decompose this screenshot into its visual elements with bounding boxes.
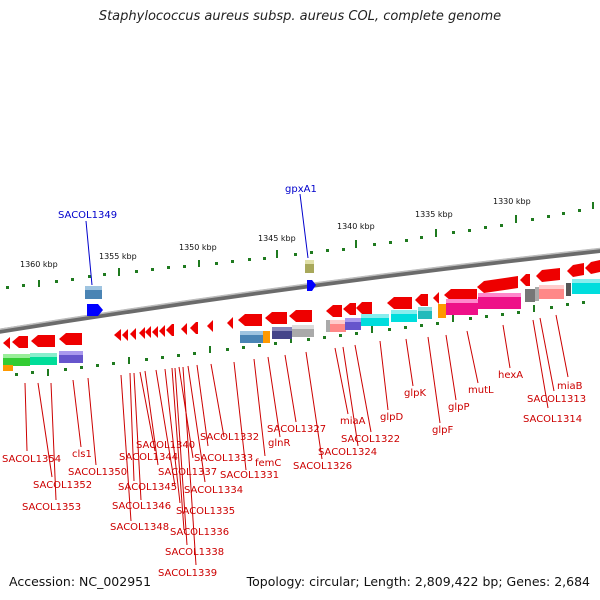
gene-label[interactable]: SACOL1326: [293, 461, 352, 472]
gene-label[interactable]: SACOL1345: [118, 482, 177, 493]
gene-label[interactable]: SACOL1338: [165, 547, 224, 558]
gene-label[interactable]: cls1: [72, 449, 92, 460]
reverse-gene-arrows: [3, 260, 600, 349]
map-title: Staphylococcus aureus subsp. aureus COL,…: [98, 9, 502, 24]
gene-label[interactable]: SACOL1313: [527, 394, 586, 405]
gene-label[interactable]: SACOL1324: [318, 447, 377, 458]
gene-label[interactable]: SACOL1340: [136, 440, 195, 451]
gene-label[interactable]: SACOL1331: [220, 470, 279, 481]
gene-label[interactable]: miaA: [340, 416, 366, 427]
scale-label: 1345 kbp: [258, 234, 296, 243]
scale-label: 1360 kbp: [20, 260, 58, 269]
scale-label: 1355 kbp: [99, 252, 137, 261]
gene-label[interactable]: SACOL1344: [119, 452, 178, 463]
genome-backbone-highlight: [0, 247, 600, 330]
gene-label[interactable]: glpD: [380, 412, 403, 423]
scale-label: 1340 kbp: [337, 222, 375, 231]
accession-text: Accession: NC_002951: [9, 574, 152, 589]
gene-label[interactable]: SACOL1346: [112, 501, 171, 512]
gene-label[interactable]: SACOL1350: [68, 467, 127, 478]
gene-label[interactable]: SACOL1348: [110, 522, 169, 533]
upper-label-leaders: [85, 193, 309, 286]
gene-label[interactable]: SACOL1337: [158, 467, 217, 478]
gene-label[interactable]: SACOL1327: [267, 424, 326, 435]
gene-label[interactable]: glnR: [268, 438, 290, 449]
gene-label[interactable]: glpK: [404, 388, 426, 399]
forward-features: [85, 260, 316, 316]
gene-label[interactable]: miaB: [557, 381, 583, 392]
scale-ring-upper: [6, 202, 594, 289]
cog-blocks: [3, 279, 600, 371]
scale-label: 1350 kbp: [179, 243, 217, 252]
gene-label[interactable]: femC: [255, 458, 281, 469]
gene-label[interactable]: SACOL1333: [194, 453, 253, 464]
gene-label[interactable]: SACOL1334: [184, 485, 243, 496]
scale-label: 1335 kbp: [415, 210, 453, 219]
gene-label[interactable]: SACOL1352: [33, 480, 92, 491]
gene-label[interactable]: SACOL1332: [200, 432, 259, 443]
gene-label[interactable]: SACOL1353: [22, 502, 81, 513]
gene-label[interactable]: SACOL1322: [341, 434, 400, 445]
gene-label[interactable]: mutL: [468, 385, 494, 396]
scale-label: 1330 kbp: [493, 197, 531, 206]
gene-label[interactable]: glpF: [432, 425, 453, 436]
gene-label[interactable]: SACOL1314: [523, 414, 582, 425]
gene-label[interactable]: SACOL1335: [176, 506, 235, 517]
gene-label[interactable]: SACOL1354: [2, 454, 61, 465]
gene-label-leaders: [24, 314, 569, 566]
gene-label[interactable]: glpP: [448, 402, 470, 413]
gene-label-upper[interactable]: SACOL1349: [58, 210, 117, 221]
gene-label[interactable]: hexA: [498, 370, 523, 381]
gene-label[interactable]: SACOL1336: [170, 527, 229, 538]
genome-backbone: [0, 248, 600, 334]
gene-label[interactable]: SACOL1339: [158, 568, 217, 579]
genome-summary-text: Topology: circular; Length: 2,809,422 bp…: [246, 574, 590, 589]
scale-ring-lower: [15, 301, 585, 376]
gene-label-upper[interactable]: gpxA1: [285, 184, 317, 195]
